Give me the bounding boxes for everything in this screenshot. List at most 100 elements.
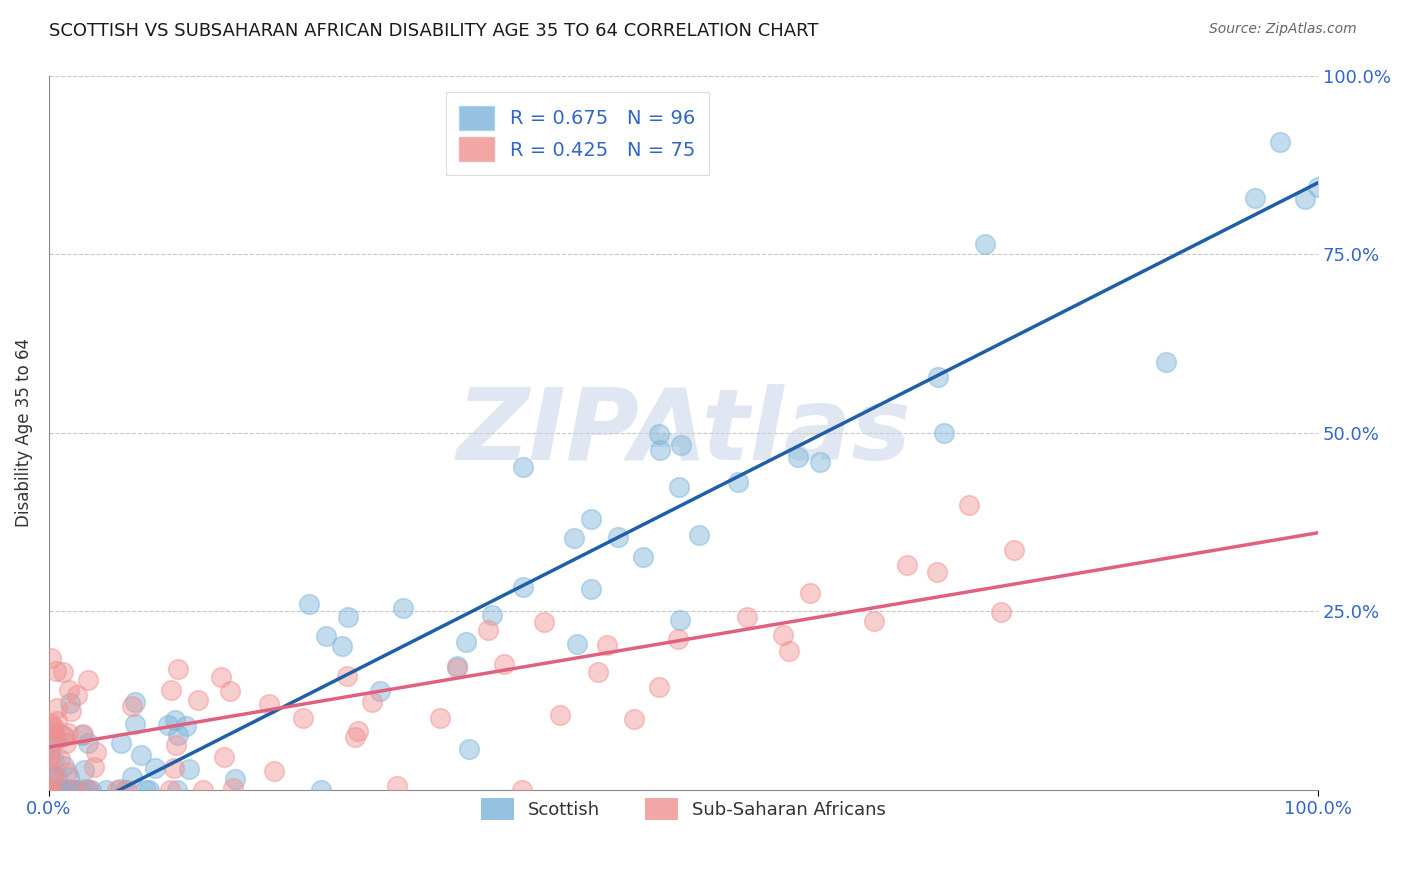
- Point: [927, 370, 949, 384]
- Point: [927, 565, 949, 579]
- Point: [688, 528, 710, 542]
- Point: [159, 783, 181, 797]
- Point: [1154, 355, 1177, 369]
- Point: [41, 769, 63, 783]
- Point: [166, 662, 188, 676]
- Point: [1268, 135, 1291, 149]
- Point: [39, 723, 62, 738]
- Point: [187, 692, 209, 706]
- Point: [650, 442, 672, 457]
- Point: [63, 783, 86, 797]
- Point: [579, 582, 602, 596]
- Point: [39, 728, 62, 742]
- Point: [567, 637, 589, 651]
- Point: [648, 680, 671, 694]
- Point: [391, 600, 413, 615]
- Point: [52, 665, 75, 680]
- Point: [157, 718, 180, 732]
- Point: [79, 783, 101, 797]
- Point: [45, 701, 67, 715]
- Point: [38, 783, 60, 797]
- Point: [65, 783, 87, 797]
- Point: [779, 644, 801, 658]
- Point: [772, 628, 794, 642]
- Point: [45, 783, 67, 797]
- Point: [298, 597, 321, 611]
- Point: [121, 699, 143, 714]
- Point: [990, 605, 1012, 619]
- Point: [45, 664, 67, 678]
- Point: [38, 783, 60, 797]
- Point: [124, 695, 146, 709]
- Legend: Scottish, Sub-Saharan Africans: Scottish, Sub-Saharan Africans: [467, 783, 900, 835]
- Point: [76, 673, 98, 687]
- Point: [52, 729, 75, 743]
- Point: [606, 530, 628, 544]
- Point: [114, 783, 136, 797]
- Point: [38, 783, 60, 797]
- Point: [579, 512, 602, 526]
- Point: [38, 743, 60, 757]
- Text: ZIPAtlas: ZIPAtlas: [456, 384, 911, 481]
- Point: [973, 236, 995, 251]
- Point: [135, 783, 157, 797]
- Point: [42, 783, 65, 797]
- Point: [446, 661, 468, 675]
- Point: [735, 610, 758, 624]
- Point: [76, 781, 98, 796]
- Point: [191, 783, 214, 797]
- Point: [41, 768, 63, 782]
- Point: [72, 728, 94, 742]
- Point: [669, 438, 692, 452]
- Point: [212, 750, 235, 764]
- Point: [263, 764, 285, 778]
- Point: [165, 738, 187, 752]
- Point: [58, 725, 80, 739]
- Point: [668, 480, 690, 494]
- Point: [105, 783, 128, 797]
- Point: [83, 760, 105, 774]
- Point: [159, 683, 181, 698]
- Point: [222, 780, 245, 795]
- Point: [330, 639, 353, 653]
- Point: [666, 632, 689, 647]
- Point: [456, 634, 478, 648]
- Point: [596, 638, 619, 652]
- Point: [336, 610, 359, 624]
- Point: [336, 669, 359, 683]
- Point: [56, 783, 79, 797]
- Point: [623, 712, 645, 726]
- Point: [360, 695, 382, 709]
- Point: [179, 762, 201, 776]
- Text: SCOTTISH VS SUBSAHARAN AFRICAN DISABILITY AGE 35 TO 64 CORRELATION CHART: SCOTTISH VS SUBSAHARAN AFRICAN DISABILIT…: [49, 22, 818, 40]
- Point: [41, 783, 63, 797]
- Point: [309, 783, 332, 797]
- Point: [45, 714, 67, 728]
- Point: [257, 697, 280, 711]
- Point: [1243, 191, 1265, 205]
- Point: [631, 550, 654, 565]
- Point: [564, 531, 586, 545]
- Point: [548, 708, 571, 723]
- Point: [77, 736, 100, 750]
- Point: [41, 720, 63, 734]
- Point: [49, 751, 72, 765]
- Point: [55, 736, 77, 750]
- Point: [73, 763, 96, 777]
- Point: [512, 460, 534, 475]
- Point: [52, 729, 75, 743]
- Point: [494, 657, 516, 671]
- Point: [209, 670, 232, 684]
- Point: [166, 728, 188, 742]
- Point: [799, 586, 821, 600]
- Point: [66, 688, 89, 702]
- Point: [143, 761, 166, 775]
- Point: [1308, 180, 1330, 194]
- Point: [75, 783, 97, 797]
- Point: [45, 733, 67, 747]
- Point: [347, 724, 370, 739]
- Point: [477, 623, 499, 637]
- Point: [56, 783, 79, 797]
- Point: [1294, 192, 1316, 206]
- Point: [63, 783, 86, 797]
